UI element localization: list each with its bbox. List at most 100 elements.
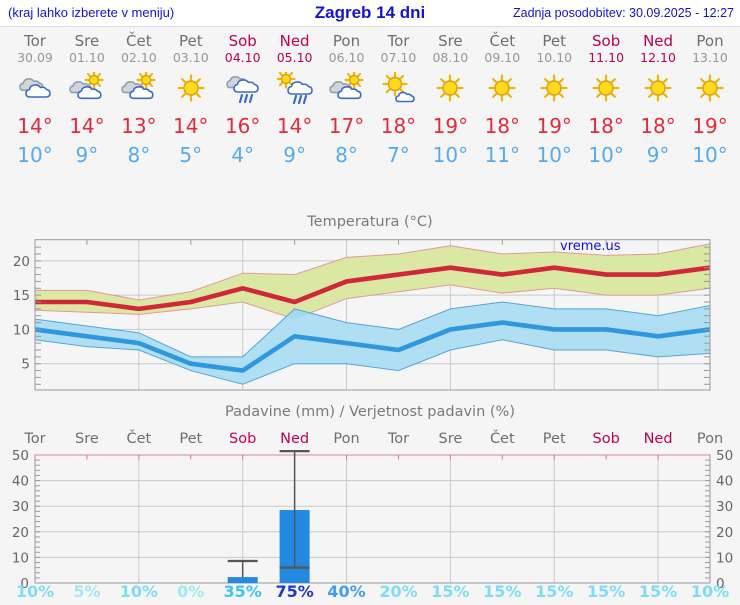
day-date: 12.10 xyxy=(640,50,676,65)
tmin-value: 7° xyxy=(387,143,410,167)
sunny-weather-icon xyxy=(488,74,516,102)
svg-text:Sre: Sre xyxy=(438,431,462,447)
tmax-value: 19° xyxy=(432,114,469,138)
tmin-value: 8° xyxy=(127,143,151,167)
tmin-value: 10° xyxy=(536,143,572,167)
watermark-text: vreme.us xyxy=(560,239,621,254)
svg-text:35%: 35% xyxy=(224,582,262,600)
day-name: Pet xyxy=(542,32,567,50)
day-date: 05.10 xyxy=(276,50,313,65)
forecast-day-column: Tor 07.10 18° 7° xyxy=(372,26,424,176)
precipitation-chart: Padavine (mm) / Verjetnost padavin (%) To… xyxy=(0,400,740,601)
sunny-weather-icon xyxy=(644,74,672,102)
svg-text:40: 40 xyxy=(716,474,733,490)
weather-icon xyxy=(276,69,313,105)
tmin-value: 9° xyxy=(646,143,670,167)
mostlysunny-weather-icon xyxy=(382,71,416,103)
svg-text:20: 20 xyxy=(716,525,733,541)
tmin-line xyxy=(34,320,711,373)
svg-text:50: 50 xyxy=(12,448,29,464)
forecast-day-column: Pet 03.10 14° 5° xyxy=(165,26,217,176)
tmax-value: 14° xyxy=(276,114,313,138)
weather-icon xyxy=(432,72,468,104)
day-name: Čet xyxy=(126,32,152,50)
weather-icon xyxy=(536,72,572,104)
forecast-day-column: Pet 10.10 19° 10° xyxy=(528,26,580,176)
weather-icon xyxy=(69,70,105,104)
svg-text:Ned: Ned xyxy=(280,431,309,447)
svg-text:5%: 5% xyxy=(73,582,100,600)
partly-weather-icon xyxy=(69,70,104,100)
weather-icon xyxy=(173,72,209,104)
tmax-value: 18° xyxy=(588,114,624,138)
svg-text:10: 10 xyxy=(716,550,733,566)
forecast-day-column: Pon 06.10 17° 8° xyxy=(321,26,373,176)
day-name: Ned xyxy=(279,32,310,50)
day-date: 04.10 xyxy=(224,50,261,65)
tmin-value: 11° xyxy=(484,143,521,167)
tmin-value: 10° xyxy=(692,143,728,167)
svg-text:30: 30 xyxy=(12,499,29,515)
weather-icon xyxy=(484,72,520,104)
tmax-value: 19° xyxy=(692,114,728,138)
tmax-value: 17° xyxy=(328,114,365,138)
tmin-value: 10° xyxy=(17,143,53,167)
svg-text:10: 10 xyxy=(13,322,30,338)
partly-weather-icon xyxy=(328,70,364,100)
day-name: Pet xyxy=(178,32,203,50)
precip-day-labels: Tor Sre Čet Pet Sob Ned Pon Tor Sre Čet Pet Sob Ned P… xyxy=(23,429,723,447)
forecast-day-column: Pon 13.10 19° 10° xyxy=(684,26,736,176)
tmax-value: 18° xyxy=(484,114,521,138)
forecast-day-column: Sob 04.10 16° 4° xyxy=(217,26,269,176)
svg-text:15%: 15% xyxy=(639,582,677,600)
svg-text:0: 0 xyxy=(20,576,29,592)
tmin-value: 9° xyxy=(283,143,306,167)
svg-text:15%: 15% xyxy=(535,582,573,600)
svg-text:15: 15 xyxy=(13,288,30,304)
day-date: 07.10 xyxy=(380,50,417,65)
svg-text:50: 50 xyxy=(716,448,733,464)
weather-icon xyxy=(588,72,624,104)
day-name: Pon xyxy=(696,32,724,50)
tmax-value: 14° xyxy=(173,114,209,138)
svg-text:10%: 10% xyxy=(691,582,729,600)
svg-text:10%: 10% xyxy=(120,582,158,600)
forecast-day-column: Čet 02.10 13° 8° xyxy=(113,26,165,176)
sunny-weather-icon xyxy=(592,74,620,102)
forecast-day-column: Ned 12.10 18° 9° xyxy=(632,26,684,176)
tmax-value: 19° xyxy=(536,114,572,138)
svg-text:15%: 15% xyxy=(431,582,469,600)
svg-text:20: 20 xyxy=(12,525,29,541)
precip-chart-title: Padavine (mm) / Verjetnost padavin (%) xyxy=(225,404,515,420)
day-name: Sob xyxy=(228,32,257,50)
svg-text:10: 10 xyxy=(12,550,29,566)
top-header-bar: (kraj lahko izberete v meniju) Zagreb 14… xyxy=(0,0,740,27)
svg-text:Sre: Sre xyxy=(75,431,99,447)
precip-frame xyxy=(34,454,711,584)
tmax-value: 14° xyxy=(17,114,53,138)
weather-icon xyxy=(225,72,261,104)
day-name: Tor xyxy=(24,32,46,50)
svg-text:15%: 15% xyxy=(587,582,625,600)
forecast-day-column: Ned 05.10 14° 9° xyxy=(269,26,321,176)
temperature-chart: Temperatura (°C) 5 10 15 20 vreme.us xyxy=(0,210,740,400)
day-date: 02.10 xyxy=(120,50,157,65)
sunny-weather-icon xyxy=(696,74,724,102)
rain-weather-icon xyxy=(225,75,259,104)
tmin-value: 8° xyxy=(335,143,358,167)
weather-icon xyxy=(121,70,157,104)
tmax-value: 18° xyxy=(640,114,676,138)
weather-icon xyxy=(692,72,728,104)
svg-text:75%: 75% xyxy=(275,582,313,600)
last-updated-text: Zadnja posodobitev: 30.09.2025 - 12:27 xyxy=(512,6,734,20)
svg-text:Tor: Tor xyxy=(23,431,45,447)
forecast-day-column: Sre 01.10 14° 9° xyxy=(61,26,113,176)
forecast-day-column: Čet 09.10 18° 11° xyxy=(476,26,528,176)
svg-text:40: 40 xyxy=(12,474,29,490)
svg-text:Pon: Pon xyxy=(333,431,359,447)
weather-icon xyxy=(640,72,676,104)
svg-text:Ned: Ned xyxy=(644,431,673,447)
location-menu-hint: (kraj lahko izberete v meniju) xyxy=(8,5,175,20)
svg-text:Sob: Sob xyxy=(593,431,620,447)
svg-text:Čet: Čet xyxy=(490,429,515,447)
